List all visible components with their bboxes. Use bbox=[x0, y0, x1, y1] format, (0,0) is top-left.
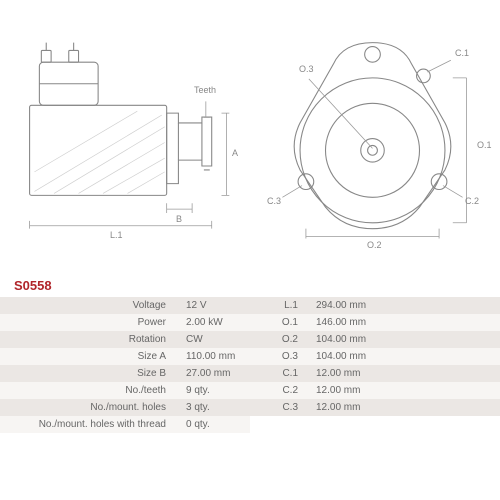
spec-key: Size B bbox=[0, 368, 178, 379]
spec-value: 146.00 mm bbox=[308, 317, 500, 328]
spec-column-left: Voltage12 VPower2.00 kWRotationCWSize A1… bbox=[0, 297, 250, 433]
spec-key: Rotation bbox=[0, 334, 178, 345]
spec-row: Size B27.00 mm bbox=[0, 365, 250, 382]
spec-key: No./mount. holes with thread bbox=[0, 419, 178, 430]
spec-row: L.1294.00 mm bbox=[250, 297, 500, 314]
spec-key: Power bbox=[0, 317, 178, 328]
spec-value: 27.00 mm bbox=[178, 368, 250, 379]
spec-row: O.2104.00 mm bbox=[250, 331, 500, 348]
spec-key: No./mount. holes bbox=[0, 402, 178, 413]
spec-key: O.1 bbox=[250, 317, 308, 328]
spec-value: 110.00 mm bbox=[178, 351, 250, 362]
spec-value: 12.00 mm bbox=[308, 368, 500, 379]
label-l1: L.1 bbox=[110, 230, 123, 240]
spec-row: No./teeth9 qty. bbox=[0, 382, 250, 399]
spec-value: 104.00 mm bbox=[308, 351, 500, 362]
part-number: S0558 bbox=[0, 270, 500, 297]
spec-key: No./teeth bbox=[0, 385, 178, 396]
spec-value: 294.00 mm bbox=[308, 300, 500, 311]
spec-value: 104.00 mm bbox=[308, 334, 500, 345]
spec-row: Size A110.00 mm bbox=[0, 348, 250, 365]
spec-row: Voltage12 V bbox=[0, 297, 250, 314]
side-view-diagram: Teeth A B L.1 bbox=[10, 20, 245, 265]
spec-value: 3 qty. bbox=[178, 402, 250, 413]
label-c3: C.3 bbox=[267, 196, 281, 206]
spec-row: C.212.00 mm bbox=[250, 382, 500, 399]
spec-key: C.2 bbox=[250, 385, 308, 396]
spec-row: C.312.00 mm bbox=[250, 399, 500, 416]
spec-value: 12.00 mm bbox=[308, 402, 500, 413]
spec-value: 12.00 mm bbox=[308, 385, 500, 396]
spec-row: No./mount. holes with thread0 qty. bbox=[0, 416, 250, 433]
label-c1: C.1 bbox=[455, 48, 469, 58]
spec-row: C.112.00 mm bbox=[250, 365, 500, 382]
spec-key: Voltage bbox=[0, 300, 178, 311]
spec-table: Voltage12 VPower2.00 kWRotationCWSize A1… bbox=[0, 297, 500, 433]
label-a: A bbox=[232, 148, 238, 158]
diagram-area: Teeth A B L.1 bbox=[0, 0, 500, 270]
spec-column-right: L.1294.00 mmO.1146.00 mmO.2104.00 mmO.31… bbox=[250, 297, 500, 433]
spec-row: No./mount. holes3 qty. bbox=[0, 399, 250, 416]
spec-key: O.3 bbox=[250, 351, 308, 362]
spec-key: C.1 bbox=[250, 368, 308, 379]
spec-key: C.3 bbox=[250, 402, 308, 413]
spec-row: Power2.00 kW bbox=[0, 314, 250, 331]
spec-value: 12 V bbox=[178, 300, 250, 311]
spec-value: CW bbox=[178, 334, 250, 345]
front-view-diagram: O.3 O.1 O.2 C.1 C.2 C.3 bbox=[255, 20, 490, 265]
side-view-svg bbox=[10, 20, 245, 265]
label-c2: C.2 bbox=[465, 196, 479, 206]
spec-row: RotationCW bbox=[0, 331, 250, 348]
spec-value: 0 qty. bbox=[178, 419, 250, 430]
spec-value: 9 qty. bbox=[178, 385, 250, 396]
label-o2: O.2 bbox=[367, 240, 382, 250]
label-b: B bbox=[176, 214, 182, 224]
spec-key: O.2 bbox=[250, 334, 308, 345]
label-o3: O.3 bbox=[299, 64, 314, 74]
spec-row: O.1146.00 mm bbox=[250, 314, 500, 331]
label-o1: O.1 bbox=[477, 140, 492, 150]
spec-row: O.3104.00 mm bbox=[250, 348, 500, 365]
spec-key: L.1 bbox=[250, 300, 308, 311]
label-teeth: Teeth bbox=[194, 85, 216, 95]
spec-value: 2.00 kW bbox=[178, 317, 250, 328]
spec-key: Size A bbox=[0, 351, 178, 362]
